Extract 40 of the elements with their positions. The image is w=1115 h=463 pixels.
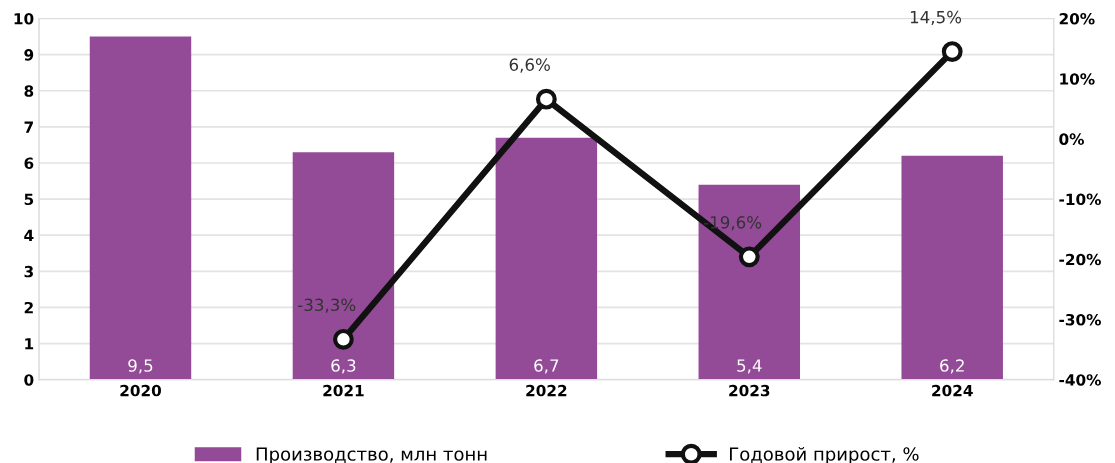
y-tick-label: 1 xyxy=(25,338,34,350)
y2-tick-label: 10% xyxy=(1060,73,1095,85)
point xyxy=(333,328,354,350)
y-tick-label: 4 xyxy=(24,229,34,242)
point xyxy=(941,41,963,63)
bar xyxy=(901,155,1003,380)
data-label: 9,5 xyxy=(128,359,153,374)
y-tick-label: 7 xyxy=(24,121,33,133)
bar xyxy=(89,36,192,380)
y2-tick-label: -40% xyxy=(1059,374,1101,386)
data-label: 6,3 xyxy=(331,359,356,374)
bar xyxy=(698,184,801,380)
y2-tick-label: 0% xyxy=(1059,133,1084,145)
bar xyxy=(292,152,395,380)
x-tick-label: 2022 xyxy=(526,384,567,397)
data-label: -33,3% xyxy=(298,298,356,313)
x-tick-label: 2021 xyxy=(323,384,364,397)
y2-tick-label: -30% xyxy=(1059,313,1101,326)
point xyxy=(738,246,760,268)
y-tick-label: 3 xyxy=(24,265,33,278)
y-tick-label: 10 xyxy=(14,12,34,25)
y2-tick-label: 20% xyxy=(1059,12,1095,25)
y-tick-label: 8 xyxy=(24,85,34,97)
x-tick-label: 2020 xyxy=(120,384,162,397)
y2-tick-label: -10% xyxy=(1059,193,1101,206)
y-tick-label: 5 xyxy=(24,193,34,206)
y-tick-label: 9 xyxy=(24,49,34,61)
x-tick-label: 2024 xyxy=(932,384,973,397)
x-tick-label: 2023 xyxy=(729,384,770,397)
y-tick-label: 0 xyxy=(24,374,34,386)
point xyxy=(535,88,557,110)
y-tick-label: 2 xyxy=(24,301,33,314)
data-label: 14,5% xyxy=(910,10,962,26)
y2-tick-label: -20% xyxy=(1059,253,1101,266)
y-tick-label: 6 xyxy=(24,157,34,169)
data-label: 6,7 xyxy=(534,359,559,374)
bar xyxy=(495,137,598,380)
data-label: 6,6% xyxy=(509,58,550,73)
data-label: 5,4 xyxy=(737,359,762,374)
data-label: 6,2 xyxy=(940,359,964,374)
